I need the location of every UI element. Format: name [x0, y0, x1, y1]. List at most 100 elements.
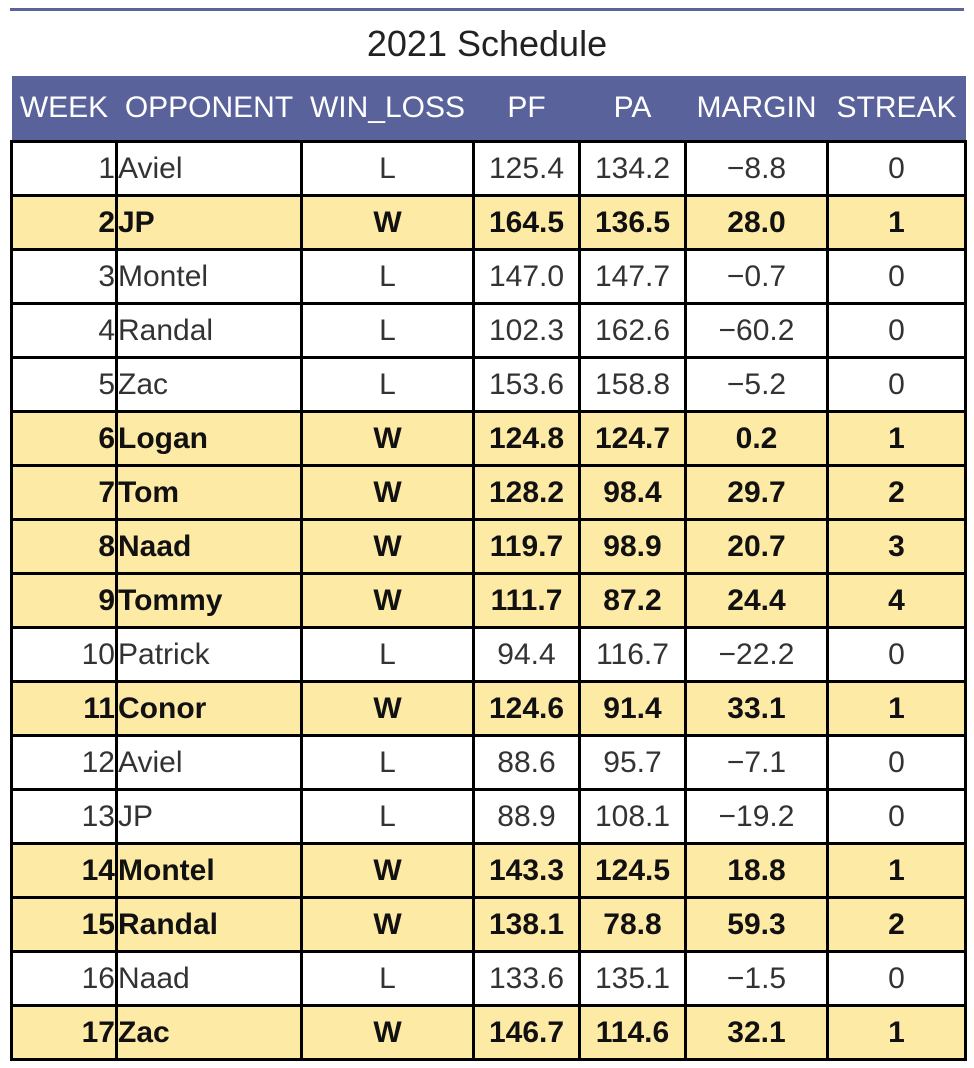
streak-cell: 0: [826, 788, 967, 845]
pa-cell: 134.2: [578, 140, 687, 197]
table-row: 14 Montel W 143.3 124.5 18.8 1: [10, 842, 967, 899]
opponent-cell: JP: [115, 788, 303, 845]
top-rule: [10, 8, 964, 11]
win-loss-cell: L: [300, 626, 475, 683]
win-loss-cell: L: [300, 950, 475, 1007]
streak-cell: 0: [826, 356, 967, 413]
win-loss-cell: L: [300, 356, 475, 413]
table-row: 5 Zac L 153.6 158.8 −5.2 0: [10, 356, 967, 413]
pf-cell: 133.6: [472, 950, 581, 1007]
opponent-cell: Zac: [115, 1004, 303, 1061]
streak-cell: 4: [826, 572, 967, 629]
pa-cell: 114.6: [578, 1004, 687, 1061]
opponent-cell: JP: [115, 194, 303, 251]
week-cell: 5: [10, 356, 118, 413]
streak-cell: 0: [826, 248, 967, 305]
pa-cell: 124.5: [578, 842, 687, 899]
win-loss-cell: W: [300, 518, 475, 575]
margin-cell: −5.2: [684, 356, 829, 413]
pa-cell: 162.6: [578, 302, 687, 359]
week-cell: 14: [10, 842, 118, 899]
week-cell: 7: [10, 464, 118, 521]
win-loss-cell: W: [300, 572, 475, 629]
streak-cell: 1: [826, 680, 967, 737]
column-header-week: WEEK: [11, 76, 117, 142]
margin-cell: −0.7: [684, 248, 829, 305]
streak-cell: 0: [826, 140, 967, 197]
week-cell: 8: [10, 518, 118, 575]
pf-cell: 88.6: [472, 734, 581, 791]
margin-cell: 29.7: [684, 464, 829, 521]
table-row: 2 JP W 164.5 136.5 28.0 1: [10, 194, 967, 251]
table-row: 6 Logan W 124.8 124.7 0.2 1: [10, 410, 967, 467]
opponent-cell: Montel: [115, 248, 303, 305]
pf-cell: 111.7: [472, 572, 581, 629]
win-loss-cell: L: [300, 788, 475, 845]
streak-cell: 2: [826, 896, 967, 953]
week-cell: 4: [10, 302, 118, 359]
pf-cell: 138.1: [472, 896, 581, 953]
week-cell: 13: [10, 788, 118, 845]
table-row: 13 JP L 88.9 108.1 −19.2 0: [10, 788, 967, 845]
opponent-cell: Logan: [115, 410, 303, 467]
win-loss-cell: L: [300, 140, 475, 197]
table-body: 1 Aviel L 125.4 134.2 −8.8 0 2 JP W 164.5 136.5 28.0…: [10, 140, 967, 1061]
win-loss-cell: W: [300, 842, 475, 899]
pf-cell: 153.6: [472, 356, 581, 413]
table-row: 9 Tommy W 111.7 87.2 24.4 4: [10, 572, 967, 629]
win-loss-cell: W: [300, 896, 475, 953]
pf-cell: 143.3: [472, 842, 581, 899]
margin-cell: −1.5: [684, 950, 829, 1007]
streak-cell: 1: [826, 1004, 967, 1061]
table-row: 7 Tom W 128.2 98.4 29.7 2: [10, 464, 967, 521]
column-header-opponent: OPPONENT: [116, 76, 302, 142]
pa-cell: 78.8: [578, 896, 687, 953]
margin-cell: −22.2: [684, 626, 829, 683]
opponent-cell: Aviel: [115, 734, 303, 791]
pa-cell: 136.5: [578, 194, 687, 251]
table-row: 1 Aviel L 125.4 134.2 −8.8 0: [10, 140, 967, 197]
column-header-streak: STREAK: [827, 76, 966, 142]
opponent-cell: Randal: [115, 302, 303, 359]
streak-cell: 1: [826, 842, 967, 899]
pa-cell: 158.8: [578, 356, 687, 413]
opponent-cell: Zac: [115, 356, 303, 413]
opponent-cell: Patrick: [115, 626, 303, 683]
week-cell: 12: [10, 734, 118, 791]
margin-cell: −19.2: [684, 788, 829, 845]
margin-cell: −8.8: [684, 140, 829, 197]
pa-cell: 91.4: [578, 680, 687, 737]
pa-cell: 124.7: [578, 410, 687, 467]
header-row: WEEK OPPONENT WIN_LOSS PF PA MARGIN STRE…: [11, 76, 966, 142]
table-row: 10 Patrick L 94.4 116.7 −22.2 0: [10, 626, 967, 683]
margin-cell: −60.2: [684, 302, 829, 359]
margin-cell: 32.1: [684, 1004, 829, 1061]
pf-cell: 125.4: [472, 140, 581, 197]
win-loss-cell: L: [300, 734, 475, 791]
pa-cell: 87.2: [578, 572, 687, 629]
pf-cell: 124.8: [472, 410, 581, 467]
streak-cell: 0: [826, 734, 967, 791]
win-loss-cell: L: [300, 248, 475, 305]
week-cell: 2: [10, 194, 118, 251]
margin-cell: 28.0: [684, 194, 829, 251]
pf-cell: 102.3: [472, 302, 581, 359]
table-row: 11 Conor W 124.6 91.4 33.1 1: [10, 680, 967, 737]
margin-cell: 0.2: [684, 410, 829, 467]
streak-cell: 0: [826, 626, 967, 683]
margin-cell: −7.1: [684, 734, 829, 791]
table-title: 2021 Schedule: [366, 23, 608, 64]
table-row: 3 Montel L 147.0 147.7 −0.7 0: [10, 248, 967, 305]
pf-cell: 88.9: [472, 788, 581, 845]
pa-cell: 108.1: [578, 788, 687, 845]
streak-cell: 1: [826, 410, 967, 467]
pa-cell: 147.7: [578, 248, 687, 305]
pa-cell: 116.7: [578, 626, 687, 683]
streak-cell: 1: [826, 194, 967, 251]
week-cell: 16: [10, 950, 118, 1007]
streak-cell: 0: [826, 950, 967, 1007]
opponent-cell: Montel: [115, 842, 303, 899]
win-loss-cell: L: [300, 302, 475, 359]
week-cell: 15: [10, 896, 118, 953]
win-loss-cell: W: [300, 194, 475, 251]
